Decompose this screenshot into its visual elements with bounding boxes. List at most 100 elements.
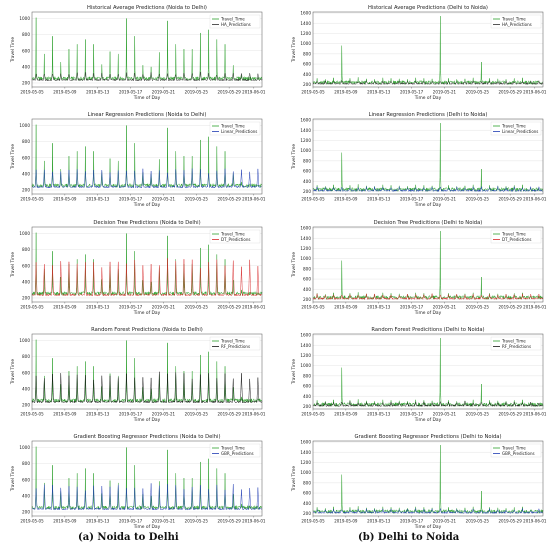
- chart4-ylabel: Travel Time: [10, 359, 16, 385]
- chart8-plot-frame: [312, 226, 544, 303]
- chart10-xlabel: Time of Day: [414, 524, 442, 530]
- chart6-xtick-label: 2019-05-17: [400, 90, 424, 95]
- chart7-legend-box: [490, 121, 542, 136]
- chart2-ytick-label: 600: [22, 155, 30, 160]
- chart8-ytick-label: 200: [303, 297, 311, 302]
- chart9-xlabel: Time of Day: [414, 417, 442, 423]
- chart6-ytick-label: 1200: [300, 31, 311, 36]
- chart7-xtick-label: 2019-05-13: [367, 197, 391, 202]
- chart4-xtick-label: 2019-05-05: [20, 412, 44, 417]
- chart3-ytick-label: 400: [22, 279, 30, 284]
- chart2-xtick-label: 2019-05-17: [119, 197, 143, 202]
- chart10-legend-label-travel-time: Travel_Time: [501, 445, 526, 450]
- chart3-ylabel: Travel Time: [10, 252, 16, 278]
- chart1-title: Historical Average Predictions (Noida to…: [87, 5, 207, 11]
- chart5-legend-box: [209, 443, 261, 458]
- chart9-ytick-label: 400: [303, 394, 311, 399]
- chart8-xtick-label: 2019-05-17: [400, 305, 424, 310]
- chart1-xtick-label: 2019-05-13: [86, 90, 110, 95]
- chart1-xlabel: Time of Day: [133, 95, 161, 101]
- chart1-xtick-label: 2019-05-09: [53, 90, 77, 95]
- chart9-xtick-label: 2019-05-13: [367, 412, 391, 417]
- chart4-legend-label-travel-time: Travel_Time: [220, 338, 245, 343]
- chart6-xtick-label: 2019-05-25: [466, 90, 490, 95]
- chart2-ytick-label: 200: [22, 188, 30, 193]
- chart5-legend-label-prediction: GBR_Predictions: [221, 451, 254, 456]
- chart2-xtick-label: 2019-05-21: [152, 197, 176, 202]
- chart3-xtick-label: 2019-05-05: [20, 305, 44, 310]
- chart5-xtick-label: 2019-05-13: [86, 519, 110, 524]
- chart3-series-prediction: [31, 258, 263, 297]
- chart7-ytick-label: 200: [303, 189, 311, 194]
- chart10-ytick-label: 1000: [300, 470, 311, 475]
- chart7-xtick-label: 2019-05-17: [400, 197, 424, 202]
- chart8-xtick-label: 2019-05-05: [301, 305, 325, 310]
- chart9-series-travel-time: [312, 338, 544, 408]
- chart4-series-prediction: [31, 371, 263, 404]
- chart6-xtick-label: 2019-06-01: [523, 90, 547, 95]
- chart5-xtick-label: 2019-05-21: [152, 519, 176, 524]
- chart5-ytick-label: 800: [22, 461, 30, 466]
- chart5-series-travel-time: [31, 446, 263, 511]
- chart8-ytick-label: 1400: [300, 236, 311, 241]
- chart3-xtick-label: 2019-05-13: [86, 305, 110, 310]
- chart10-xtick-label: 2019-05-09: [334, 519, 358, 524]
- chart1-xtick-label: 2019-06-01: [242, 90, 266, 95]
- chart5-xtick-label: 2019-05-09: [53, 519, 77, 524]
- chart10-series-travel-time: [312, 445, 544, 515]
- chart9-plot-frame: [312, 333, 544, 410]
- chart9-ytick-label: 600: [303, 384, 311, 389]
- chart3-legend-label-prediction: DT_Predictions: [221, 237, 250, 242]
- chart8-xtick-label: 2019-05-25: [466, 305, 490, 310]
- chart3-legend-box: [209, 229, 261, 244]
- chart10-xtick-label: 2019-05-29: [499, 519, 523, 524]
- chart3-ytick-label: 200: [22, 296, 30, 301]
- chart3-plot-frame: [31, 226, 263, 303]
- chart2-ytick-label: 800: [22, 139, 30, 144]
- chart2-xtick-label: 2019-05-13: [86, 197, 110, 202]
- chart6-series-prediction: [312, 79, 544, 86]
- chart6-legend-box: [490, 14, 542, 29]
- chart10-ytick-label: 800: [303, 480, 311, 485]
- chart1-xtick-label: 2019-05-05: [20, 90, 44, 95]
- chart4-xtick-label: 2019-05-17: [119, 412, 143, 417]
- chart1-xtick-label: 2019-05-21: [152, 90, 176, 95]
- chart9-ytick-label: 1400: [300, 343, 311, 348]
- chart1-xtick-label: 2019-05-17: [119, 90, 143, 95]
- caption-right: (b) Delhi to Noida: [358, 532, 460, 543]
- chart8-xtick-label: 2019-06-01: [523, 305, 547, 310]
- chart5-legend-label-travel-time: Travel_Time: [220, 445, 245, 450]
- chart1-ytick-label: 800: [22, 32, 30, 37]
- chart1-xtick-label: 2019-05-29: [218, 90, 242, 95]
- chart9-legend-label-prediction: RF_Predictions: [502, 344, 531, 349]
- chart4-title: Random Forest Predictions (Noida to Delh…: [91, 327, 203, 333]
- chart8-xlabel: Time of Day: [414, 310, 442, 316]
- chart1-legend-box: [209, 14, 261, 29]
- chart1-legend-label-prediction: HA_Predictions: [221, 22, 251, 27]
- chart3-xtick-label: 2019-05-25: [185, 305, 209, 310]
- chart5-xtick-label: 2019-06-01: [242, 519, 266, 524]
- chart3-xtick-label: 2019-05-29: [218, 305, 242, 310]
- chart8-xtick-label: 2019-05-13: [367, 305, 391, 310]
- chart10-xtick-label: 2019-05-17: [400, 519, 424, 524]
- chart8-legend-label-prediction: DT_Predictions: [502, 237, 531, 242]
- chart8-ytick-label: 1200: [300, 246, 311, 251]
- chart3-title: Decision Tree Predictions (Noida to Delh…: [93, 220, 200, 226]
- chart5-ytick-label: 600: [22, 477, 30, 482]
- chart6-xtick-label: 2019-05-29: [499, 90, 523, 95]
- chart9-xtick-label: 2019-06-01: [523, 412, 547, 417]
- chart1-plot-frame: [31, 11, 263, 88]
- chart5-plot-frame: [31, 440, 263, 517]
- chart3-xtick-label: 2019-06-01: [242, 305, 266, 310]
- chart2-xtick-label: 2019-05-05: [20, 197, 44, 202]
- chart8-ytick-label: 800: [303, 266, 311, 271]
- chart4-xtick-label: 2019-05-09: [53, 412, 77, 417]
- chart10-ylabel: Travel Time: [291, 466, 297, 492]
- chart2-legend-box: [209, 121, 261, 136]
- chart8-ytick-label: 400: [303, 287, 311, 292]
- chart2-xtick-label: 2019-05-29: [218, 197, 242, 202]
- chart2-series-travel-time: [31, 124, 263, 189]
- chart2-xtick-label: 2019-06-01: [242, 197, 266, 202]
- chart9-xtick-label: 2019-05-05: [301, 412, 325, 417]
- chart4-legend-label-prediction: RF_Predictions: [221, 344, 250, 349]
